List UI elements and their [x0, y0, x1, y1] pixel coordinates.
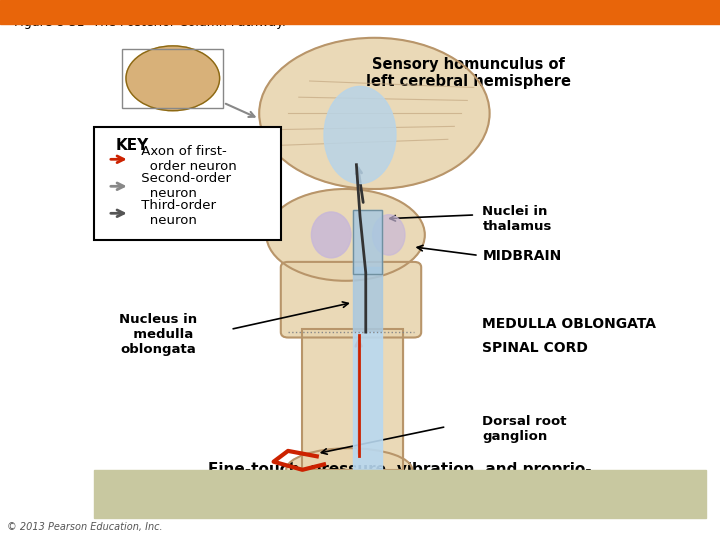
Ellipse shape [373, 215, 405, 255]
FancyBboxPatch shape [281, 262, 421, 338]
Text: KEY: KEY [115, 138, 148, 153]
Text: © 2013 Pearson Education, Inc.: © 2013 Pearson Education, Inc. [7, 522, 163, 532]
Ellipse shape [287, 448, 412, 491]
Bar [94, 127, 281, 240]
Text: Second-order
   neuron: Second-order neuron [137, 172, 231, 200]
Bar [353, 332, 382, 470]
Ellipse shape [311, 212, 351, 258]
Bar [0, 0, 720, 24]
Bar [353, 210, 382, 274]
Text: Nuclei in
thalamus: Nuclei in thalamus [482, 205, 552, 233]
Text: Sensory homunculus of
left cerebral hemisphere: Sensory homunculus of left cerebral hemi… [366, 57, 570, 89]
Text: Nucleus in
  medulla
oblongata: Nucleus in medulla oblongata [120, 313, 197, 356]
Text: Fine-touch, pressure, vibration, and proprio-
ception sensations from right side: Fine-touch, pressure, vibration, and pro… [208, 462, 591, 494]
Text: MIDBRAIN: MIDBRAIN [482, 249, 562, 264]
Bar [122, 49, 223, 108]
Text: SPINAL CORD: SPINAL CORD [482, 341, 588, 355]
Ellipse shape [266, 189, 425, 281]
Text: MEDULLA OBLONGATA: MEDULLA OBLONGATA [482, 317, 657, 331]
Bar [353, 210, 382, 274]
Text: Dorsal root
ganglion: Dorsal root ganglion [482, 415, 567, 443]
Text: Figure 8-31  The Posterior Column Pathway.: Figure 8-31 The Posterior Column Pathway… [14, 16, 287, 29]
Bar [94, 470, 706, 518]
Ellipse shape [126, 46, 220, 111]
Bar [302, 329, 403, 470]
Bar [353, 267, 382, 332]
Text: Third-order
   neuron: Third-order neuron [137, 199, 216, 227]
Text: Axon of first-
   order neuron: Axon of first- order neuron [137, 145, 237, 173]
Bar [302, 329, 403, 470]
Ellipse shape [259, 38, 490, 189]
Ellipse shape [324, 86, 396, 184]
